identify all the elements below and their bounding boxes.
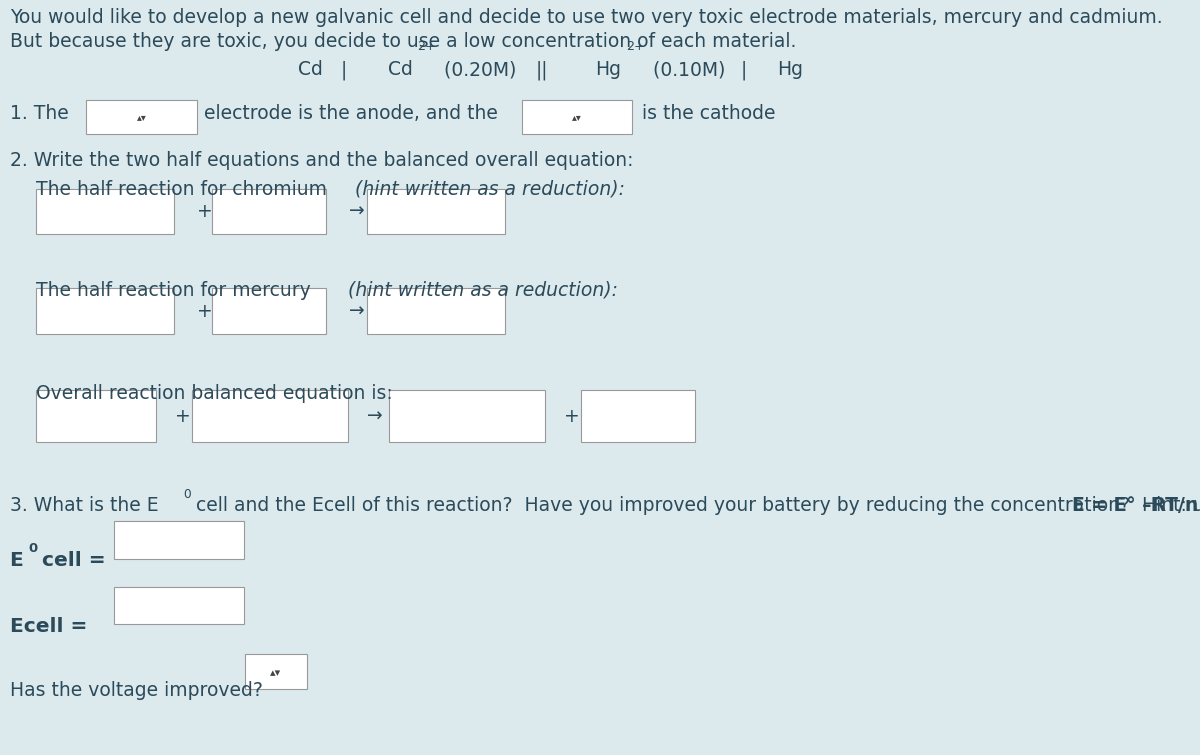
- Text: (0.10M): (0.10M): [647, 60, 725, 79]
- Text: 0: 0: [184, 488, 191, 501]
- Text: electrode is the anode, and the: electrode is the anode, and the: [204, 104, 498, 123]
- Text: +: +: [564, 406, 580, 426]
- Text: +: +: [197, 202, 212, 221]
- Text: Hg: Hg: [778, 60, 804, 79]
- Text: 2+: 2+: [626, 40, 646, 53]
- Text: →: →: [349, 301, 365, 321]
- Text: 3. What is the E: 3. What is the E: [10, 496, 158, 515]
- Text: 1. The: 1. The: [10, 104, 68, 123]
- Text: Ecell =: Ecell =: [10, 617, 86, 636]
- Text: The half reaction for chromium: The half reaction for chromium: [36, 180, 334, 199]
- Text: 2. Write the two half equations and the balanced overall equation:: 2. Write the two half equations and the …: [10, 151, 634, 170]
- Text: But because they are toxic, you decide to use a low concentration of each materi: But because they are toxic, you decide t…: [10, 32, 796, 51]
- Text: The half reaction for mercury: The half reaction for mercury: [36, 281, 317, 300]
- Text: You would like to develop a new galvanic cell and decide to use two very toxic e: You would like to develop a new galvanic…: [10, 8, 1163, 26]
- Text: |: |: [740, 60, 746, 80]
- Text: Has the voltage improved?: Has the voltage improved?: [10, 681, 263, 700]
- Text: (hint written as a reduction):: (hint written as a reduction):: [355, 180, 625, 199]
- Text: E = E° –RT/nF x(lnQ): E = E° –RT/nF x(lnQ): [1072, 496, 1200, 515]
- Text: 0: 0: [29, 542, 38, 555]
- Text: Cd: Cd: [298, 60, 323, 79]
- Text: →: →: [367, 406, 383, 426]
- Text: cell and the Ecell of this reaction?  Have you improved your battery by reducing: cell and the Ecell of this reaction? Hav…: [196, 496, 1200, 515]
- Text: 2+: 2+: [418, 40, 437, 53]
- Text: (hint written as a reduction):: (hint written as a reduction):: [348, 281, 618, 300]
- Text: E: E: [10, 551, 23, 570]
- Text: |: |: [341, 60, 347, 80]
- Text: →: →: [349, 202, 365, 221]
- Text: ||: ||: [535, 60, 547, 80]
- Text: is the cathode: is the cathode: [642, 104, 775, 123]
- Text: ▴▾: ▴▾: [137, 112, 146, 122]
- Text: Cd: Cd: [388, 60, 413, 79]
- Text: (0.20M): (0.20M): [438, 60, 516, 79]
- Text: cell =: cell =: [42, 551, 106, 570]
- Text: +: +: [175, 406, 191, 426]
- Text: ▴▾: ▴▾: [572, 112, 582, 122]
- Text: ▴▾: ▴▾: [270, 668, 282, 679]
- Text: +: +: [197, 301, 212, 321]
- Text: Hg: Hg: [595, 60, 622, 79]
- Text: Overall reaction balanced equation is:: Overall reaction balanced equation is:: [36, 384, 392, 402]
